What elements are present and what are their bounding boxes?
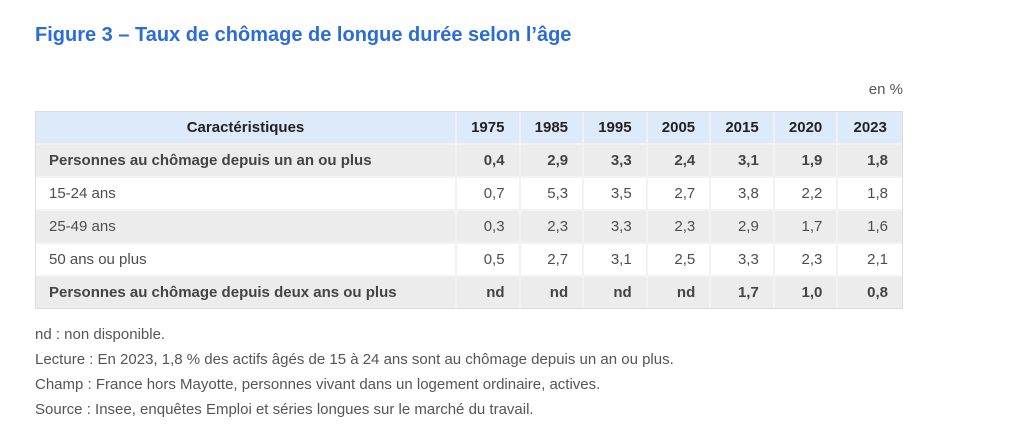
cell-value: 3,1 <box>584 244 648 277</box>
cell-value: 3,8 <box>711 178 775 211</box>
cell-value: 0,4 <box>457 145 521 178</box>
unit-label: en % <box>868 81 903 98</box>
footnote-line: nd : non disponible. <box>35 326 166 343</box>
cell-value: 0,3 <box>457 211 521 244</box>
footnotes: nd : non disponible. Lecture : En 2023, 1… <box>35 322 903 422</box>
cell-value: 1,8 <box>838 145 902 178</box>
figure-page: Figure 3 – Taux de chômage de longue dur… <box>35 24 903 422</box>
cell-value: 2,9 <box>520 145 585 178</box>
footnote-line: Champ : France hors Mayotte, personnes v… <box>35 376 601 393</box>
table-row: 50 ans ou plus 0,5 2,7 3,1 2,5 3,3 2,3 2,1 <box>36 244 902 277</box>
col-header-caracteristiques: Caractéristiques <box>36 112 457 145</box>
cell-value: 2,4 <box>647 145 712 178</box>
cell-value: 1,6 <box>838 211 902 244</box>
table-header: Caractéristiques 1975 1985 1995 2005 2015 2020… <box>36 112 902 145</box>
col-header-year-2020: 2020 <box>774 112 839 145</box>
cell-value: 3,1 <box>711 145 775 178</box>
cell-value: 3,5 <box>584 178 648 211</box>
cell-value: 1,8 <box>838 178 902 211</box>
cell-value: 1,0 <box>774 277 839 308</box>
cell-value: 1,9 <box>774 145 839 178</box>
cell-value: 2,3 <box>774 244 839 277</box>
footnote-line: Source : Insee, enquêtes Emploi et série… <box>35 401 534 418</box>
cell-value: nd <box>520 277 585 308</box>
cell-value: 3,3 <box>584 211 648 244</box>
cell-value: 2,5 <box>647 244 712 277</box>
cell-value: 2,7 <box>520 244 585 277</box>
cell-value: nd <box>584 277 648 308</box>
table-row: Personnes au chômage depuis deux ans ou … <box>36 277 902 308</box>
table-row: 15-24 ans 0,7 5,3 3,5 2,7 3,8 2,2 1,8 <box>36 178 902 211</box>
footnote-line: Lecture : En 2023, 1,8 % des actifs âgés… <box>35 351 674 368</box>
cell-value: 1,7 <box>774 211 839 244</box>
row-label: 25-49 ans <box>36 211 457 244</box>
col-header-year-1995: 1995 <box>584 112 648 145</box>
row-label: Personnes au chômage depuis deux ans ou … <box>36 277 457 308</box>
cell-value: 2,3 <box>647 211 712 244</box>
cell-value: 5,3 <box>520 178 585 211</box>
table-body: Personnes au chômage depuis un an ou plu… <box>36 145 902 308</box>
row-label: 15-24 ans <box>36 178 457 211</box>
cell-value: 0,7 <box>457 178 521 211</box>
cell-value: nd <box>647 277 712 308</box>
col-header-year-1975: 1975 <box>457 112 521 145</box>
col-header-year-2015: 2015 <box>711 112 775 145</box>
unemployment-rate-table: Caractéristiques 1975 1985 1995 2005 2015 2020… <box>35 111 903 309</box>
col-header-year-2005: 2005 <box>647 112 712 145</box>
row-label: 50 ans ou plus <box>36 244 457 277</box>
cell-value: 0,8 <box>838 277 902 308</box>
col-header-year-2023: 2023 <box>838 112 902 145</box>
cell-value: nd <box>457 277 521 308</box>
cell-value: 2,1 <box>838 244 902 277</box>
cell-value: 1,7 <box>711 277 775 308</box>
table-header-row: Caractéristiques 1975 1985 1995 2005 2015 2020… <box>36 112 902 145</box>
cell-value: 3,3 <box>584 145 648 178</box>
cell-value: 3,3 <box>711 244 775 277</box>
cell-value: 2,9 <box>711 211 775 244</box>
table-row: 25-49 ans 0,3 2,3 3,3 2,3 2,9 1,7 1,6 <box>36 211 902 244</box>
cell-value: 0,5 <box>457 244 521 277</box>
cell-value: 2,2 <box>774 178 839 211</box>
table-row: Personnes au chômage depuis un an ou plu… <box>36 145 902 178</box>
row-label: Personnes au chômage depuis un an ou plu… <box>36 145 457 178</box>
col-header-year-1985: 1985 <box>520 112 585 145</box>
figure-title: Figure 3 – Taux de chômage de longue dur… <box>35 24 572 46</box>
cell-value: 2,3 <box>520 211 585 244</box>
cell-value: 2,7 <box>647 178 712 211</box>
